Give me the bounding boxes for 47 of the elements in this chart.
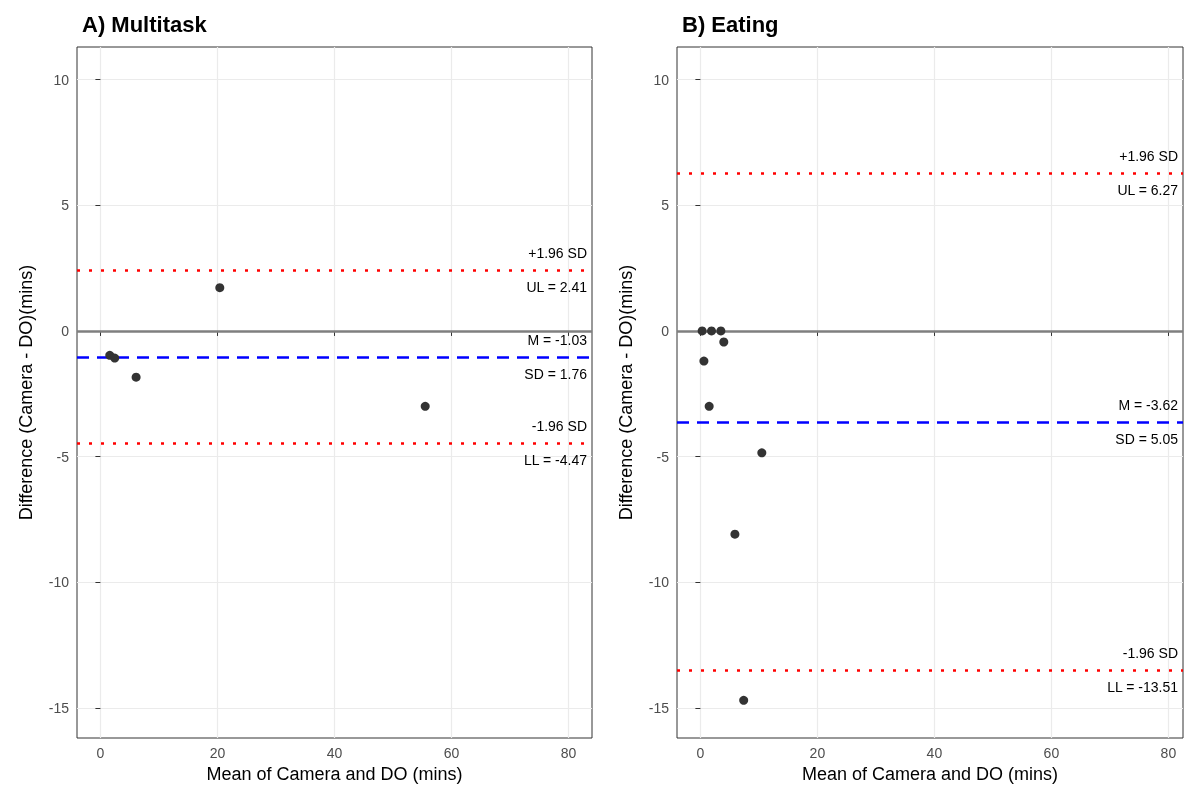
- y-tick-label: 10: [53, 71, 70, 88]
- y-tick-label: 0: [661, 322, 670, 339]
- chart-title: A) Multitask: [82, 11, 208, 37]
- x-tick-label: 80: [560, 745, 577, 761]
- text: -1.96 SD LL = -4.47: [524, 418, 587, 469]
- point: [699, 356, 709, 366]
- y-tick-label: 10: [653, 71, 670, 88]
- x-tick-label: 20: [209, 745, 226, 761]
- point: [757, 448, 767, 458]
- chart-title: B) Eating: [682, 11, 779, 37]
- x-tick-label: 60: [1043, 745, 1060, 761]
- point: [707, 326, 717, 336]
- y-axis-title: Difference (Camera - DO)(mins): [16, 264, 36, 521]
- x-tick-label: 80: [1160, 745, 1177, 761]
- point: [215, 283, 225, 293]
- y-axis-title: Difference (Camera - DO)(mins): [616, 264, 636, 521]
- x-axis-title: Mean of Camera and DO (mins): [206, 764, 463, 784]
- x-tick-label: 0: [696, 745, 705, 761]
- point: [420, 401, 430, 411]
- point: [730, 529, 740, 539]
- y-tick-label: -5: [656, 448, 670, 465]
- text: +1.96 SD UL = 6.27: [1117, 148, 1178, 199]
- point: [716, 326, 726, 336]
- text: M = -1.03 SD = 1.76: [524, 331, 587, 382]
- text: +1.96 SD UL = 2.41: [526, 245, 587, 296]
- y-tick-label: -15: [648, 699, 670, 716]
- x-tick-label: 40: [326, 745, 343, 761]
- x-tick-label: 20: [809, 745, 826, 761]
- y-tick-label: 5: [61, 197, 70, 214]
- point: [719, 337, 729, 347]
- y-tick-label: 5: [661, 197, 670, 214]
- x-tick-label: 60: [443, 745, 460, 761]
- point: [131, 372, 141, 382]
- y-tick-label: -10: [648, 574, 670, 591]
- text: -1.96 SD LL = -13.51: [1107, 645, 1178, 696]
- x-tick-label: 0: [96, 745, 105, 761]
- x-axis-title: Mean of Camera and DO (mins): [801, 764, 1059, 784]
- point: [697, 326, 707, 336]
- y-tick-label: 0: [61, 322, 70, 339]
- x-tick-label: 40: [926, 745, 943, 761]
- point: [739, 695, 749, 705]
- point: [704, 401, 714, 411]
- y-tick-label: -5: [56, 448, 70, 465]
- point: [110, 353, 120, 363]
- y-tick-label: -15: [48, 699, 70, 716]
- y-tick-label: -10: [48, 574, 70, 591]
- text: M = -3.62 SD = 5.05: [1115, 396, 1178, 447]
